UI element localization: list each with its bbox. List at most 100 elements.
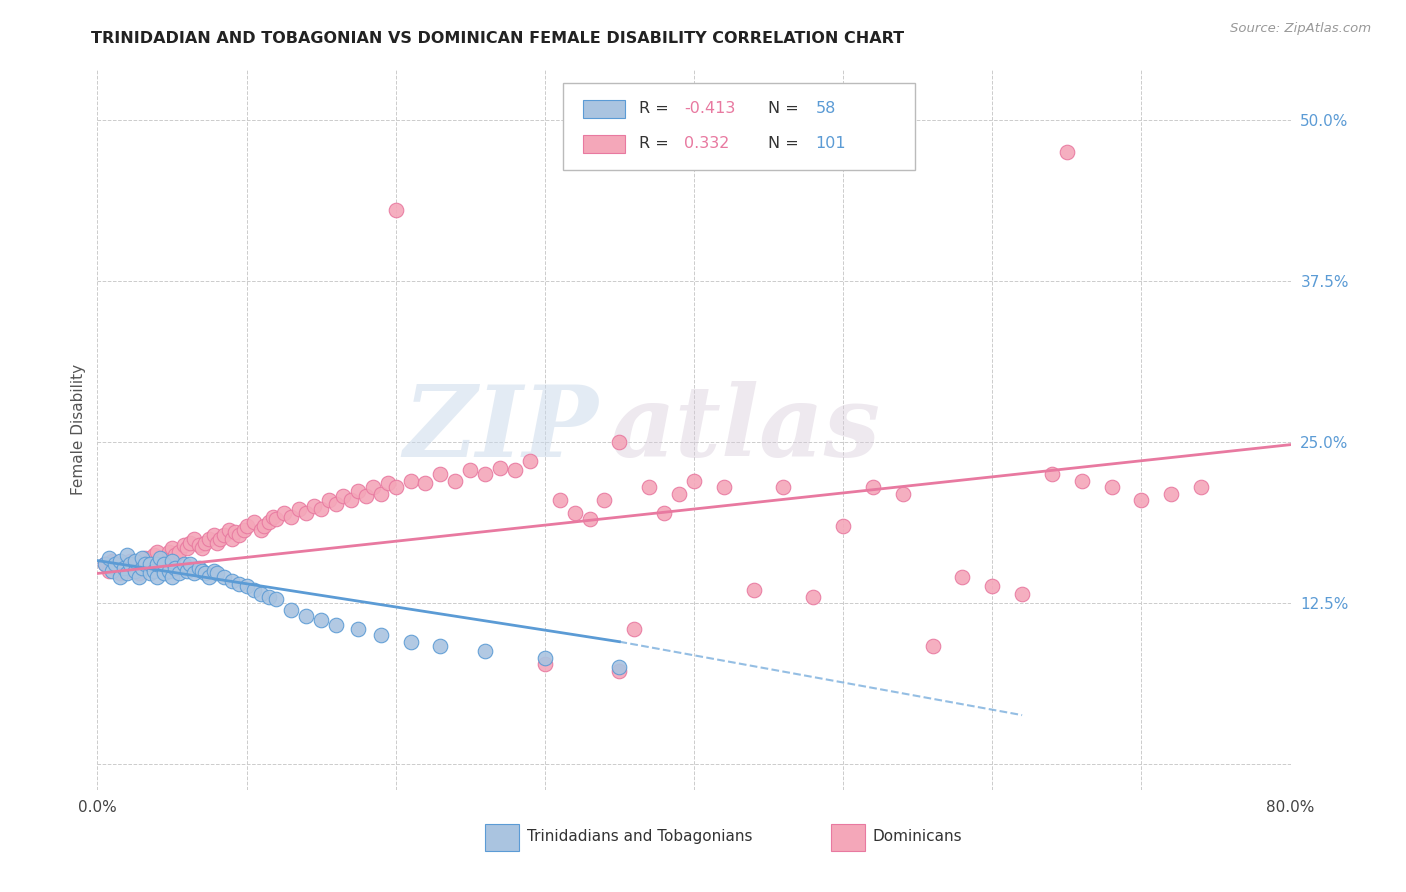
Y-axis label: Female Disability: Female Disability	[72, 364, 86, 495]
Point	[683, 474, 706, 488]
Point	[108, 566, 131, 581]
Point	[609, 665, 631, 679]
Point	[146, 558, 169, 572]
Point	[801, 590, 824, 604]
Point	[250, 523, 273, 537]
Point	[266, 512, 288, 526]
Point	[146, 544, 169, 558]
Point	[149, 551, 172, 566]
Point	[243, 583, 266, 598]
Point	[104, 558, 127, 572]
Text: atlas: atlas	[610, 381, 880, 477]
Point	[153, 558, 176, 572]
Point	[173, 558, 195, 572]
Point	[399, 474, 422, 488]
Point	[160, 541, 183, 555]
Point	[183, 532, 205, 546]
Point	[218, 523, 240, 537]
Point	[228, 528, 250, 542]
Point	[104, 561, 127, 575]
Point	[377, 476, 399, 491]
Point	[361, 480, 384, 494]
Point	[444, 474, 467, 488]
Point	[183, 566, 205, 581]
Point	[266, 592, 288, 607]
Point	[503, 463, 526, 477]
Point	[429, 639, 451, 653]
Point	[593, 493, 616, 508]
Point	[981, 579, 1004, 593]
Point	[668, 486, 690, 500]
Point	[415, 476, 437, 491]
Point	[399, 634, 422, 648]
Point	[354, 489, 377, 503]
Point	[309, 613, 332, 627]
Point	[124, 564, 146, 578]
Point	[115, 549, 138, 563]
Point	[190, 564, 212, 578]
Point	[160, 553, 183, 567]
Point	[1040, 467, 1063, 482]
Point	[295, 609, 318, 624]
Point	[179, 558, 201, 572]
Point	[176, 541, 198, 555]
Point	[194, 566, 217, 581]
Point	[143, 549, 166, 563]
Point	[153, 566, 176, 581]
Point	[1101, 480, 1123, 494]
Point	[198, 532, 221, 546]
Point	[194, 535, 217, 549]
Point	[257, 590, 280, 604]
Point	[143, 564, 166, 578]
Point	[128, 566, 150, 581]
Point	[347, 622, 370, 636]
Point	[652, 506, 675, 520]
Text: R =: R =	[640, 102, 669, 116]
Point	[131, 561, 153, 575]
Point	[94, 558, 117, 572]
Point	[347, 483, 370, 498]
Point	[623, 622, 645, 636]
Point	[232, 523, 254, 537]
Point	[157, 544, 180, 558]
Point	[332, 489, 354, 503]
Point	[208, 532, 231, 546]
Text: Source: ZipAtlas.com: Source: ZipAtlas.com	[1230, 22, 1371, 36]
Point	[124, 561, 146, 575]
Point	[325, 497, 347, 511]
Point	[340, 493, 363, 508]
Point	[202, 564, 225, 578]
Point	[309, 502, 332, 516]
Point	[609, 435, 631, 450]
Point	[169, 566, 191, 581]
Point	[112, 558, 135, 572]
Point	[138, 558, 160, 572]
FancyBboxPatch shape	[583, 135, 624, 153]
Point	[578, 512, 600, 526]
Point	[115, 564, 138, 578]
Point	[235, 518, 257, 533]
Point	[742, 583, 765, 598]
Point	[224, 525, 246, 540]
Point	[134, 551, 156, 566]
Point	[921, 639, 943, 653]
Point	[120, 553, 142, 567]
Point	[1056, 145, 1078, 160]
Point	[187, 538, 209, 552]
Point	[176, 564, 198, 578]
Text: Dominicans: Dominicans	[873, 830, 963, 844]
Point	[318, 493, 340, 508]
Point	[609, 660, 631, 674]
Point	[138, 553, 160, 567]
Point	[149, 553, 172, 567]
Text: 58: 58	[815, 102, 837, 116]
Point	[101, 553, 124, 567]
FancyBboxPatch shape	[831, 823, 865, 851]
Point	[101, 564, 124, 578]
Point	[1160, 486, 1182, 500]
FancyBboxPatch shape	[485, 823, 519, 851]
Point	[519, 454, 541, 468]
Point	[128, 570, 150, 584]
Point	[952, 570, 974, 584]
Point	[713, 480, 735, 494]
